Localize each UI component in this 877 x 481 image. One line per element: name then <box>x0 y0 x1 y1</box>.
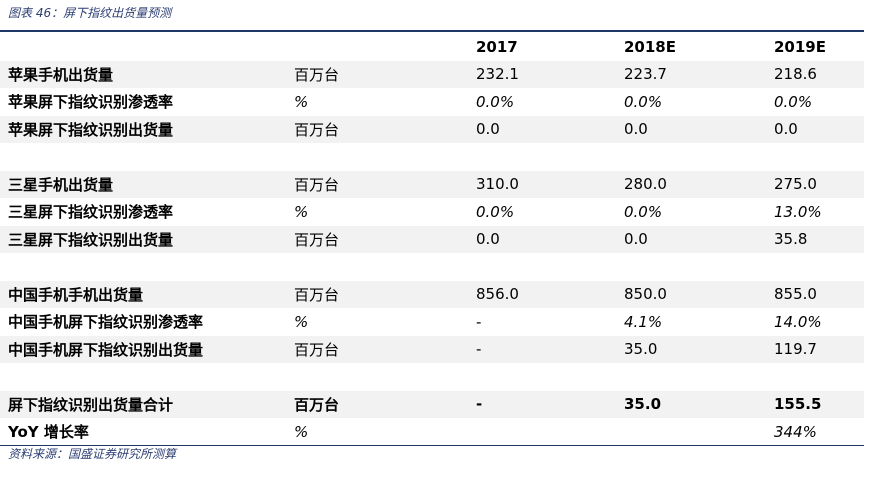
source-note: 资料来源：国盛证券研究所测算 <box>8 447 177 461</box>
row-value-2017 <box>476 253 624 281</box>
row-unit: 百万台 <box>294 225 476 253</box>
row-unit <box>294 253 476 281</box>
row-value-2018e: 0.0 <box>624 115 774 143</box>
row-label: 苹果屏下指纹识别渗透率 <box>8 93 174 112</box>
row-unit: 百万台 <box>294 170 476 198</box>
row-value-2017 <box>476 418 624 446</box>
row-value-2019e: 155.5 <box>774 390 864 418</box>
table-row: 苹果屏下指纹识别出货量 百万台 0.0 0.0 0.0 <box>0 115 864 143</box>
row-value-2019e: 13.0% <box>774 202 822 221</box>
row-unit: 百万台 <box>294 60 476 88</box>
row-value-2017 <box>476 363 624 391</box>
row-value-2019e: 344% <box>774 422 817 441</box>
table-row: 屏下指纹识别出货量合计 百万台 -35.0 155.5 <box>0 390 864 418</box>
header-blank-unit <box>294 33 476 61</box>
row-label: 中国手机屏下指纹识别渗透率 <box>8 313 204 332</box>
row-label: 苹果屏下指纹识别出货量 <box>0 115 294 143</box>
row-value-2017: 856.0 <box>476 280 624 308</box>
row-unit <box>294 363 476 391</box>
row-label <box>0 143 294 171</box>
row-value-2018e: 4.1% <box>624 312 663 331</box>
table-row: 三星手机出货量 百万台 310.0 280.0 275.0 <box>0 170 864 198</box>
row-value-2019e <box>774 253 864 281</box>
row-value-2019e: 35.8 <box>774 225 864 253</box>
header-2018e: 2018E <box>624 37 676 56</box>
row-value-2019e: 119.7 <box>774 335 864 363</box>
row-value-2017: 232.1 <box>476 60 624 88</box>
row-value-2019e: 0.0% <box>774 92 813 111</box>
bottom-rule <box>0 445 864 446</box>
row-value-2019e: 855.0 <box>774 280 864 308</box>
table-row <box>0 363 864 391</box>
row-value-2018e: 35.0 <box>624 335 774 363</box>
row-unit: % <box>294 422 309 441</box>
table-row: 三星屏下指纹识别渗透率% 0.0% 0.0% 13.0% <box>0 198 864 226</box>
row-value-2017: 0.0% <box>476 92 515 111</box>
row-value-2017: 0.0 <box>476 115 624 143</box>
header-2017: 2017 <box>476 37 518 56</box>
row-value-2017: 0.0% <box>476 202 515 221</box>
row-unit: % <box>294 92 309 111</box>
row-value-2018e <box>624 418 774 446</box>
row-unit: 百万台 <box>294 115 476 143</box>
row-value-2018e <box>624 363 774 391</box>
table-row: 苹果屏下指纹识别渗透率% 0.0% 0.0% 0.0% <box>0 88 864 116</box>
row-value-2019e: 14.0% <box>774 312 822 331</box>
row-value-2018e: 223.7 <box>624 60 774 88</box>
table-row: YoY 增长率% 344% <box>0 418 864 446</box>
row-unit: % <box>294 312 309 331</box>
table-row <box>0 253 864 281</box>
row-label: 苹果手机出货量 <box>0 60 294 88</box>
row-label: 屏下指纹识别出货量合计 <box>0 390 294 418</box>
row-unit: 百万台 <box>294 335 476 363</box>
header-blank-label <box>0 33 294 61</box>
table-row: 中国手机屏下指纹识别出货量 百万台 -35.0 119.7 <box>0 335 864 363</box>
figure-caption: 图表 46：屏下指纹出货量预测 <box>8 6 172 20</box>
top-rule <box>0 30 864 32</box>
row-label <box>0 363 294 391</box>
table-row: 中国手机屏下指纹识别渗透率% - 4.1% 14.0% <box>0 308 864 336</box>
table-row: 苹果手机出货量 百万台 232.1 223.7 218.6 <box>0 60 864 88</box>
row-value-2019e: 0.0 <box>774 115 864 143</box>
row-unit: 百万台 <box>294 390 476 418</box>
header-row: 2017 2018E 2019E <box>0 33 864 61</box>
table-row: 三星屏下指纹识别出货量 百万台 0.0 0.0 35.8 <box>0 225 864 253</box>
row-value-2018e: 35.0 <box>624 390 774 418</box>
row-value-2017: - <box>476 390 624 418</box>
row-value-2019e: 275.0 <box>774 170 864 198</box>
row-label: 三星屏下指纹识别出货量 <box>0 225 294 253</box>
row-value-2018e: 0.0% <box>624 92 663 111</box>
row-value-2017: - <box>476 335 624 363</box>
row-label: 中国手机屏下指纹识别出货量 <box>0 335 294 363</box>
row-value-2019e <box>774 363 864 391</box>
row-unit: % <box>294 202 309 221</box>
row-label <box>0 253 294 281</box>
row-value-2018e: 280.0 <box>624 170 774 198</box>
row-label: 三星手机出货量 <box>0 170 294 198</box>
header-2019e: 2019E <box>774 37 826 56</box>
row-value-2018e: 850.0 <box>624 280 774 308</box>
forecast-table: 2017 2018E 2019E 苹果手机出货量 百万台 232.1 223.7 218… <box>0 33 864 446</box>
row-label: 中国手机手机出货量 <box>0 280 294 308</box>
row-value-2017: 0.0 <box>476 225 624 253</box>
table-row <box>0 143 864 171</box>
row-value-2017: 310.0 <box>476 170 624 198</box>
row-value-2017: - <box>476 312 482 331</box>
row-label: 三星屏下指纹识别渗透率 <box>8 203 174 222</box>
row-value-2017 <box>476 143 624 171</box>
row-value-2019e <box>774 143 864 171</box>
row-label: YoY 增长率 <box>8 423 89 442</box>
row-unit <box>294 143 476 171</box>
row-value-2019e: 218.6 <box>774 60 864 88</box>
row-value-2018e: 0.0 <box>624 225 774 253</box>
table-row: 中国手机手机出货量 百万台 856.0 850.0 855.0 <box>0 280 864 308</box>
row-value-2018e <box>624 253 774 281</box>
row-unit: 百万台 <box>294 280 476 308</box>
row-value-2018e: 0.0% <box>624 202 663 221</box>
row-value-2018e <box>624 143 774 171</box>
